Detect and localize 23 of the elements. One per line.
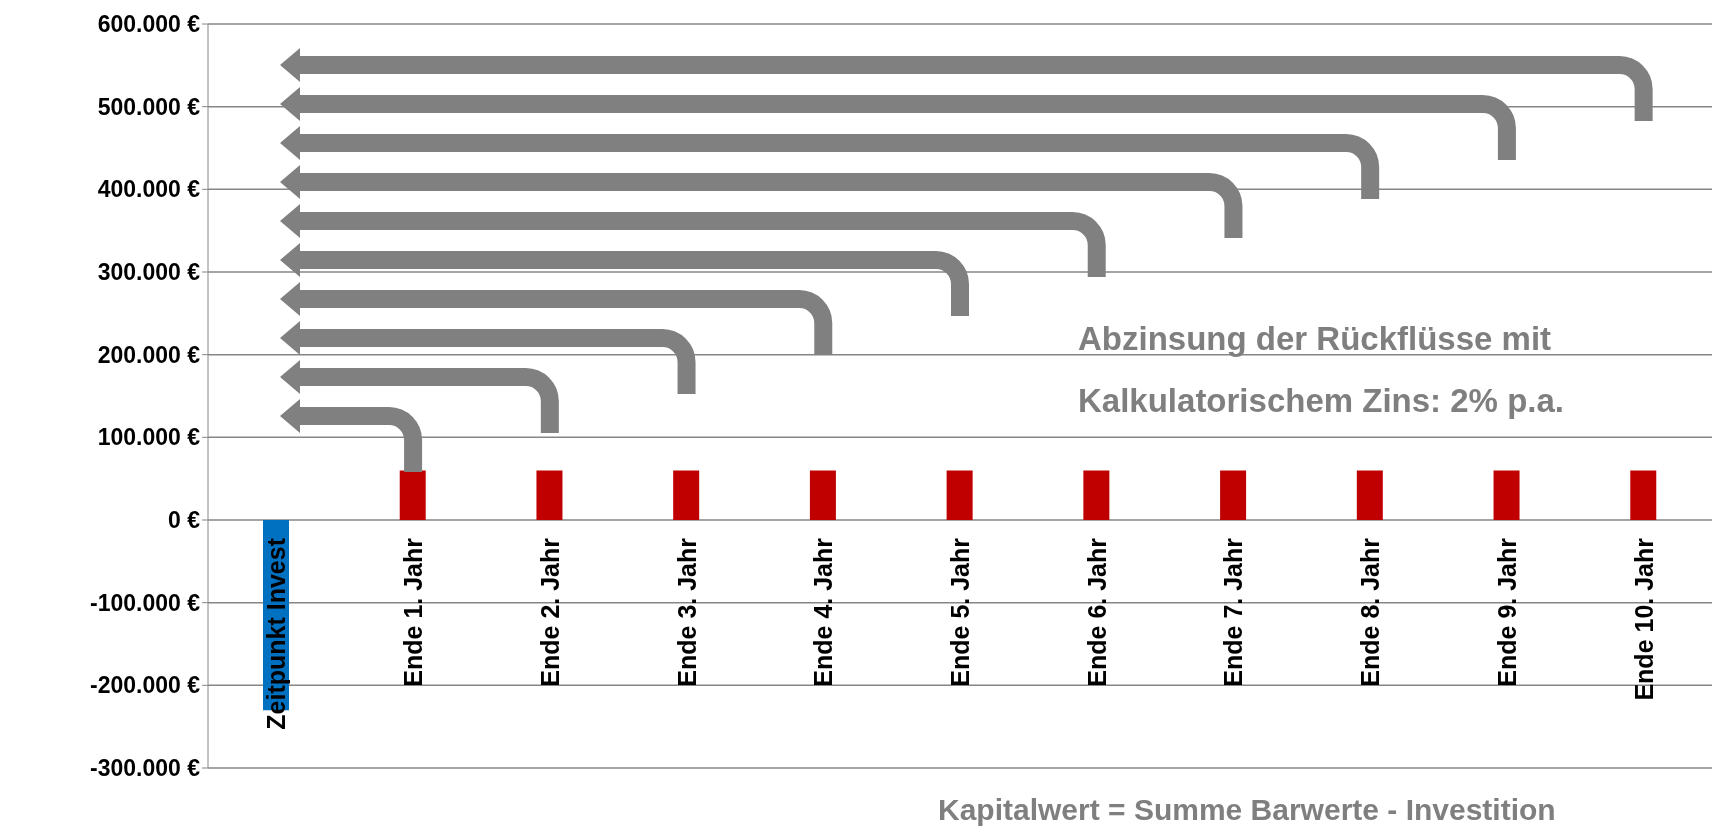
y-tick-label: 400.000 € (97, 176, 201, 203)
y-tick-label: -100.000 € (90, 589, 201, 616)
x-tick-label: Ende 10. Jahr (1629, 537, 1658, 701)
y-tick-label: 200.000 € (97, 341, 201, 368)
x-tick-label: Ende 9. Jahr (1492, 537, 1521, 687)
y-tick-label: 100.000 € (97, 424, 201, 451)
y-tick-label: -300.000 € (90, 755, 201, 782)
x-tick-label: Ende 5. Jahr (946, 537, 974, 687)
y-tick-label: 500.000 € (97, 93, 201, 120)
y-tick-label: 300.000 € (97, 259, 201, 286)
x-tick-label: Ende 3. Jahr (672, 537, 701, 687)
x-tick-label: Ende 2. Jahr (535, 537, 564, 687)
x-tick-label: Ende 7. Jahr (1219, 537, 1248, 687)
x-tick-label: Ende 6. Jahr (1082, 537, 1111, 687)
y-tick-label: 0 € (168, 507, 201, 534)
x-tick-label: Ende 8. Jahr (1356, 537, 1385, 687)
x-tick-label: Ende 1. Jahr (399, 537, 428, 687)
x-tick-label: Zeitpunkt Invest (262, 537, 291, 730)
annotation: Abzinsung der Rückflüsse mit Kalkulatorischem Zins: 2% p.a. (1078, 319, 1565, 421)
x-tick-label: Ende 4. Jahr (809, 537, 838, 687)
text: Kapitalwert = Summe Barwerte - Investition (938, 793, 1556, 827)
y-tick-label: -200.000 € (90, 672, 201, 699)
y-tick-label: 600.000 € (97, 11, 201, 38)
